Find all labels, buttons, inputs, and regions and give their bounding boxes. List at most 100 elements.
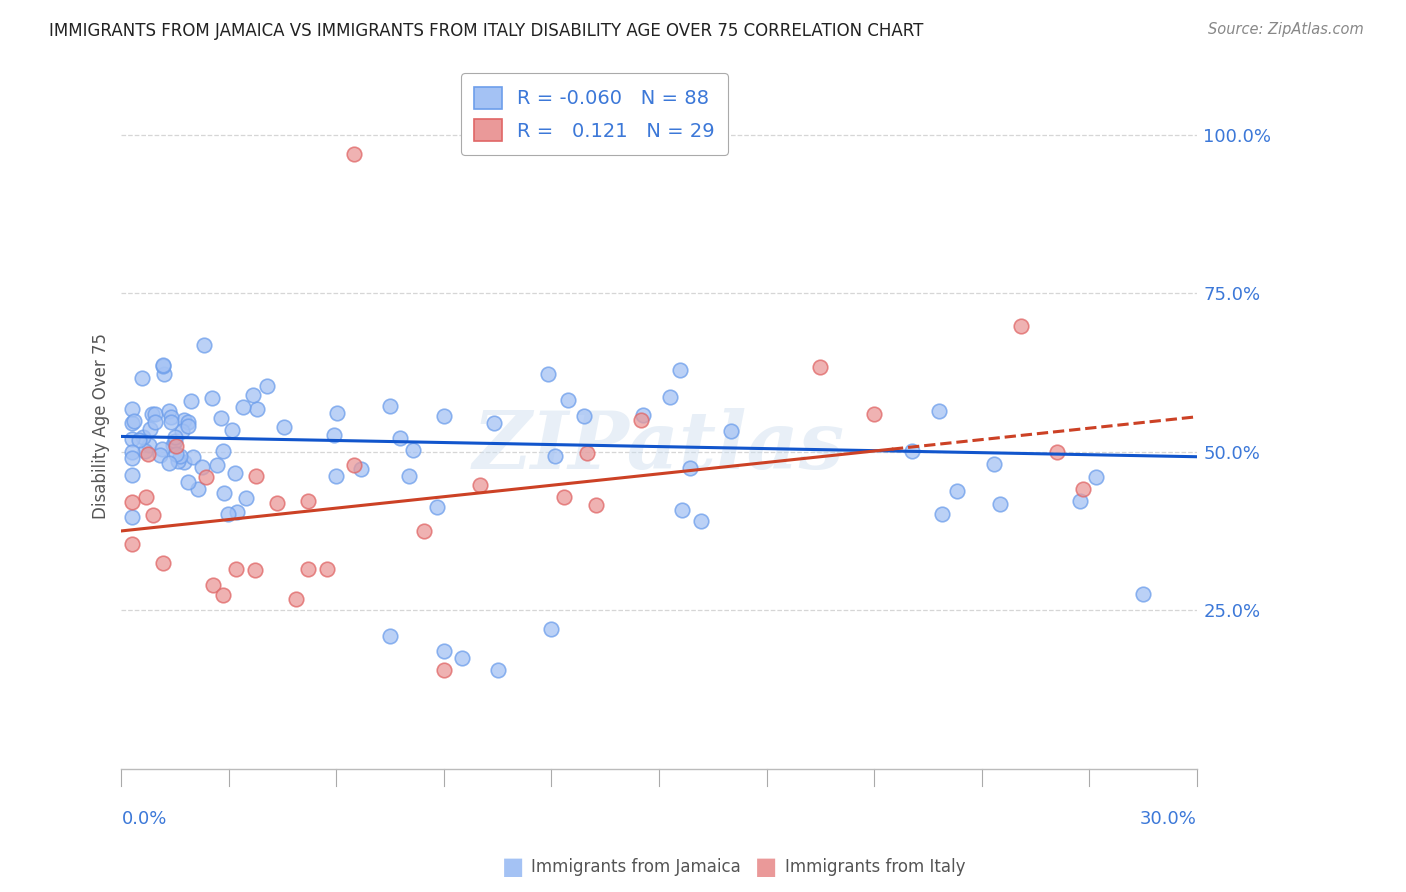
Point [946, 483, 969, 498]
Point [484, 416, 506, 430]
Point [169, 450, 191, 464]
Point [121, 416, 143, 430]
Point [167, 454, 190, 468]
Point [217, 507, 239, 521]
Point [143, 407, 166, 421]
Point [194, 470, 217, 484]
Point [412, 524, 434, 538]
Point [131, 371, 153, 385]
Text: ■: ■ [502, 855, 524, 879]
Point [426, 500, 449, 514]
Y-axis label: Disability Age Over 75: Disability Age Over 75 [93, 334, 110, 519]
Point [433, 644, 456, 658]
Point [209, 411, 232, 425]
Point [808, 359, 831, 374]
Point [193, 338, 215, 352]
Point [177, 415, 200, 429]
Point [671, 503, 693, 517]
Point [1010, 319, 1032, 334]
Point [128, 433, 150, 447]
Point [297, 493, 319, 508]
Point [242, 388, 264, 402]
Text: ZIPatlas: ZIPatlas [472, 409, 845, 485]
Point [177, 419, 200, 434]
Point [153, 368, 176, 382]
Point [402, 442, 425, 457]
Text: 0.0%: 0.0% [121, 810, 167, 828]
Point [180, 393, 202, 408]
Point [433, 409, 456, 423]
Text: ■: ■ [755, 855, 778, 879]
Point [121, 451, 143, 466]
Point [1085, 469, 1108, 483]
Point [224, 467, 246, 481]
Point [433, 663, 456, 677]
Point [297, 562, 319, 576]
Point [142, 508, 165, 522]
Point [136, 447, 159, 461]
Point [187, 482, 209, 496]
Point [150, 442, 173, 456]
Text: IMMIGRANTS FROM JAMAICA VS IMMIGRANTS FROM ITALY DISABILITY AGE OVER 75 CORRELAT: IMMIGRANTS FROM JAMAICA VS IMMIGRANTS FR… [49, 22, 924, 40]
Point [138, 438, 160, 452]
Point [679, 461, 702, 475]
Point [121, 510, 143, 524]
Point [159, 410, 181, 425]
Text: Source: ZipAtlas.com: Source: ZipAtlas.com [1208, 22, 1364, 37]
Point [159, 456, 181, 470]
Point [221, 423, 243, 437]
Point [173, 455, 195, 469]
Point [166, 446, 188, 460]
Point [141, 408, 163, 422]
Point [690, 514, 713, 528]
Point [245, 469, 267, 483]
Text: Immigrants from Jamaica: Immigrants from Jamaica [531, 858, 741, 876]
Point [165, 434, 187, 448]
Point [212, 588, 235, 602]
Point [557, 392, 579, 407]
Point [266, 495, 288, 509]
Point [284, 591, 307, 606]
Point [720, 424, 742, 438]
Point [273, 420, 295, 434]
Point [139, 422, 162, 436]
Point [863, 407, 886, 421]
Point [225, 505, 247, 519]
Point [152, 556, 174, 570]
Point [212, 443, 235, 458]
Point [235, 491, 257, 506]
Point [214, 486, 236, 500]
Point [256, 378, 278, 392]
Point [121, 402, 143, 417]
Point [170, 424, 193, 438]
Point [121, 537, 143, 551]
Text: 30.0%: 30.0% [1140, 810, 1197, 828]
Point [135, 490, 157, 504]
Point [245, 563, 267, 577]
Point [225, 562, 247, 576]
Point [540, 622, 562, 636]
Point [988, 497, 1011, 511]
Point [470, 478, 492, 492]
Point [121, 467, 143, 482]
Point [630, 413, 652, 427]
Point [398, 468, 420, 483]
Point [152, 358, 174, 372]
Point [132, 430, 155, 444]
Point [326, 406, 349, 420]
Point [165, 439, 187, 453]
Point [572, 409, 595, 424]
Point [389, 431, 412, 445]
Point [157, 404, 180, 418]
Point [378, 399, 401, 413]
Point [231, 400, 253, 414]
Point [200, 392, 222, 406]
Point [380, 629, 402, 643]
Point [1069, 493, 1091, 508]
Point [544, 449, 567, 463]
Point [122, 414, 145, 428]
Point [322, 428, 344, 442]
Point [143, 415, 166, 429]
Point [177, 475, 200, 490]
Point [173, 413, 195, 427]
